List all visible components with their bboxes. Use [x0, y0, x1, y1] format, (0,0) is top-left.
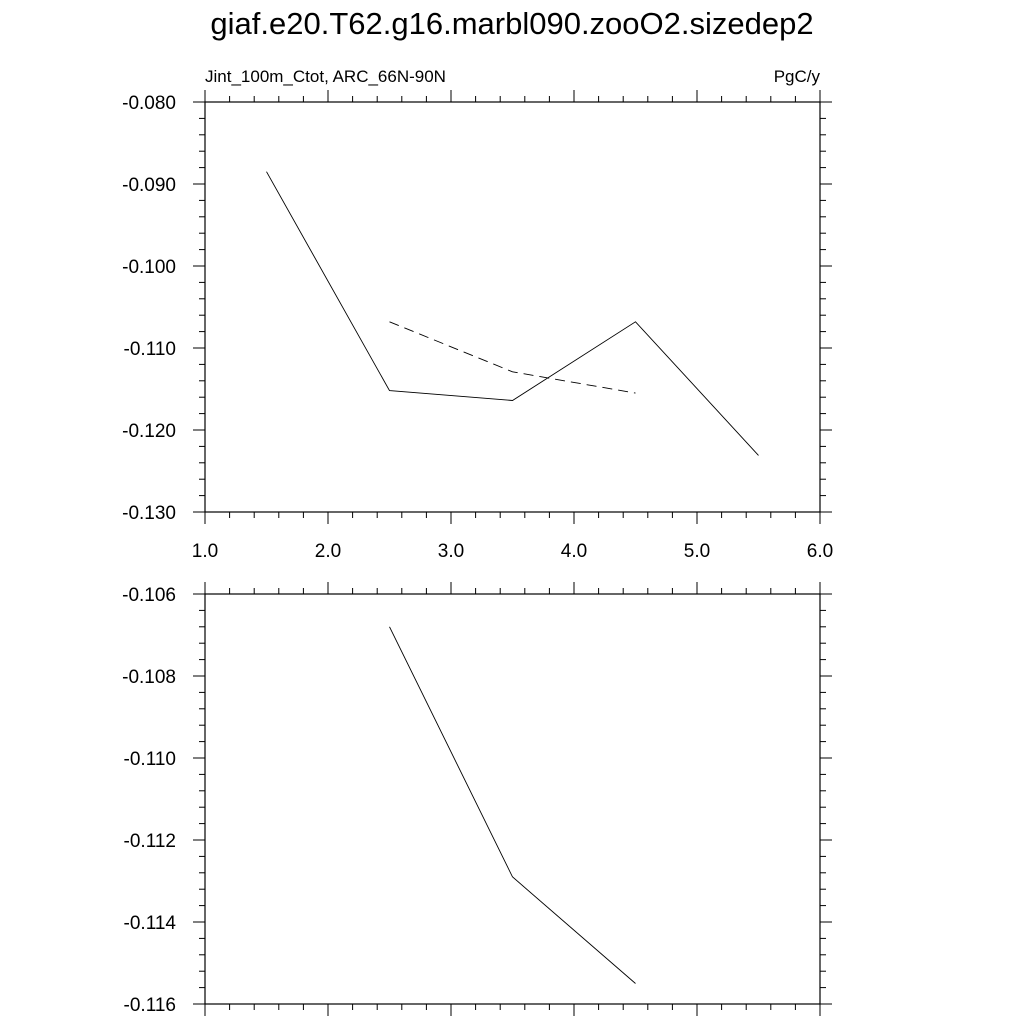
x-tick-label: 2.0 — [315, 541, 341, 562]
solid-series-line — [266, 171, 759, 456]
solid-series-line — [389, 626, 636, 984]
y-tick-label: -0.080 — [122, 93, 176, 114]
y-tick-label: -0.116 — [124, 995, 176, 1016]
y-tick-label: -0.100 — [122, 257, 176, 278]
x-tick-label: 5.0 — [684, 541, 710, 562]
y-tick-label: -0.112 — [124, 831, 176, 852]
page-title: giaf.e20.T62.g16.marbl090.zooO2.sizedep2 — [210, 6, 814, 41]
y-tick-label: -0.110 — [124, 749, 176, 770]
y-tick-label: -0.130 — [122, 503, 176, 524]
y-tick-label: -0.110 — [124, 339, 176, 360]
y-tick-label: -0.106 — [122, 585, 176, 606]
variable-label: Jint_100m_Ctot, ARC_66N-90N — [205, 67, 446, 86]
y-tick-label: -0.108 — [122, 667, 176, 688]
top-panel: -0.080 -0.090 -0.100 -0.110 -0.120 -0.130 1.0 2… — [122, 67, 833, 562]
y-tick-label: -0.120 — [122, 421, 176, 442]
dashed-series-line — [389, 321, 636, 394]
units-label: PgC/y — [774, 67, 821, 86]
x-tick-label: 6.0 — [807, 541, 833, 562]
bottom-panel: -0.106 -0.108 -0.110 -0.112 -0.114 -0.116 — [122, 582, 832, 1016]
x-tick-label: 4.0 — [561, 541, 587, 562]
x-tick-label: 1.0 — [192, 541, 218, 562]
plot-frame — [204, 593, 821, 1005]
plot-frame — [204, 101, 821, 513]
y-tick-label: -0.090 — [122, 175, 176, 196]
y-tick-label: -0.114 — [124, 913, 177, 934]
x-tick-label: 3.0 — [438, 541, 464, 562]
